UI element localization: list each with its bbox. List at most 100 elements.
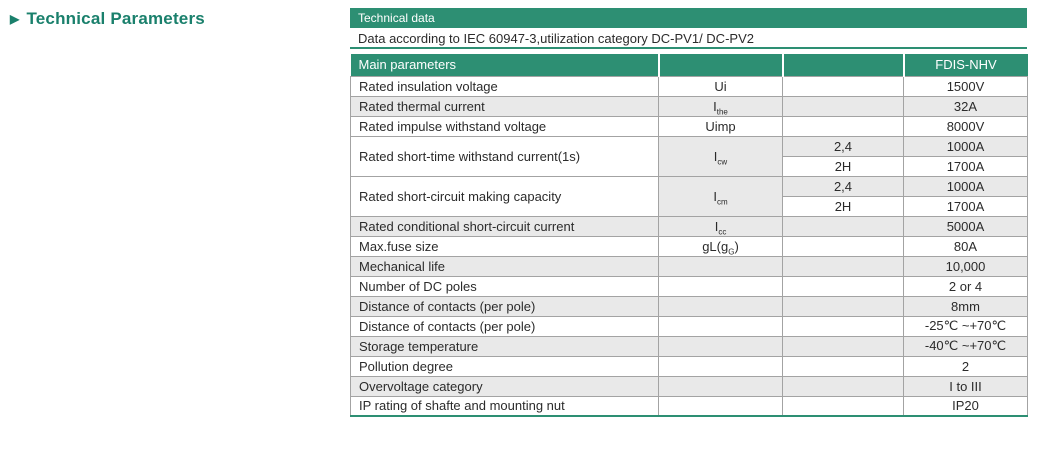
value-cell: 1700A xyxy=(903,195,1028,217)
param-cell: Overvoltage category xyxy=(350,375,659,397)
value-cell: IP20 xyxy=(903,395,1028,417)
value-cell: 1500V xyxy=(903,75,1028,97)
condition-cell xyxy=(782,395,904,417)
symbol-subscript: cw xyxy=(717,157,728,167)
condition-cell xyxy=(782,355,904,377)
symbol-cell: Ithe xyxy=(658,95,783,117)
condition-cell xyxy=(782,235,904,257)
condition-cell xyxy=(782,75,904,97)
condition-cell xyxy=(782,255,904,277)
table-row: Overvoltage category I to III xyxy=(350,375,1028,397)
value-cell: 1000A xyxy=(903,135,1028,157)
symbol-cell: Icc xyxy=(658,215,783,237)
value-cell: 2 xyxy=(903,355,1028,377)
table-row: Rated thermal current Ithe 32A xyxy=(350,95,1028,117)
table-row: Storage temperature -40℃ ~+70℃ xyxy=(350,335,1028,357)
table-row: Pollution degree 2 xyxy=(350,355,1028,377)
param-cell: Rated short-circuit making capacity xyxy=(350,175,659,217)
symbol-subscript: cc xyxy=(718,227,727,237)
param-cell: Pollution degree xyxy=(350,355,659,377)
value-cell: 80A xyxy=(903,235,1028,257)
value-cell: -40℃ ~+70℃ xyxy=(903,335,1028,357)
symbol-cell xyxy=(658,395,783,417)
symbol-cell xyxy=(658,295,783,317)
symbol-subscript: cm xyxy=(716,197,728,207)
condition-cell: 2,4 xyxy=(782,175,904,197)
param-cell: Distance of contacts (per pole) xyxy=(350,295,659,317)
table-row: 2H 1700A xyxy=(351,155,1028,177)
param-cell: Mechanical life xyxy=(350,255,659,277)
symbol-cell: Uimp xyxy=(658,115,783,137)
table-row: Mechanical life 10,000 xyxy=(350,255,1028,277)
symbol-cell xyxy=(658,355,783,377)
table-title-bar: Technical data xyxy=(350,8,1027,28)
symbol-text: Uimp xyxy=(705,118,736,134)
condition-cell xyxy=(782,275,904,297)
symbol-cell: Ui xyxy=(658,75,783,97)
header-main-parameters: Main parameters xyxy=(350,54,659,76)
value-cell: 2 or 4 xyxy=(903,275,1028,297)
table-header-row: Main parameters FDIS-NHV xyxy=(350,54,1028,76)
table-row: IP rating of shafte and mounting nut IP2… xyxy=(350,395,1028,417)
symbol-cell xyxy=(658,375,783,397)
symbol-cell: gL(gG) xyxy=(658,235,783,257)
header-symbol-col xyxy=(657,54,783,76)
symbol-text: I xyxy=(713,188,717,204)
parameters-table: Main parameters FDIS-NHV Rated insulatio… xyxy=(350,54,1028,417)
value-cell: 32A xyxy=(903,95,1028,117)
table-row: Number of DC poles 2 or 4 xyxy=(350,275,1028,297)
symbol-subscript: G xyxy=(728,247,735,257)
header-model-fdis-nhv: FDIS-NHV xyxy=(902,54,1028,76)
symbol-cell xyxy=(658,255,783,277)
param-cell: Rated insulation voltage xyxy=(350,75,659,97)
standard-subtitle: Data according to IEC 60947-3,utilizatio… xyxy=(350,28,1027,49)
value-cell: 8mm xyxy=(903,295,1028,317)
value-cell: 5000A xyxy=(903,215,1028,237)
header-condition-col xyxy=(781,54,904,76)
table-row: Rated short-time withstand current(1s) I… xyxy=(350,135,1028,177)
section-title: ▶ Technical Parameters xyxy=(10,9,205,29)
value-cell: 1000A xyxy=(903,175,1028,197)
param-cell: Rated short-time withstand current(1s) xyxy=(350,135,659,177)
triangle-bullet-icon: ▶ xyxy=(10,12,20,26)
condition-cell: 2H xyxy=(782,155,904,177)
symbol-cell: Icw xyxy=(658,135,783,177)
symbol-text: gL(g xyxy=(702,238,729,254)
param-cell: Distance of contacts (per pole) xyxy=(350,315,659,337)
table-row: Rated impulse withstand voltage Uimp 800… xyxy=(350,115,1028,137)
technical-data-panel: Technical data Data according to IEC 609… xyxy=(350,8,1028,417)
condition-cell xyxy=(782,115,904,137)
condition-cell: 2,4 xyxy=(782,135,904,157)
param-cell: Number of DC poles xyxy=(350,275,659,297)
condition-cell xyxy=(782,95,904,117)
value-cell: 1700A xyxy=(903,155,1028,177)
table-row: Distance of contacts (per pole) 8mm xyxy=(350,295,1028,317)
symbol-text: I xyxy=(713,148,718,164)
symbol-text: I xyxy=(713,98,717,114)
symbol-text: ) xyxy=(734,238,739,254)
symbol-cell: Icm xyxy=(658,175,783,217)
value-cell: -25℃ ~+70℃ xyxy=(903,315,1028,337)
condition-cell xyxy=(782,295,904,317)
table-row: Max.fuse size gL(gG) 80A xyxy=(350,235,1028,257)
value-cell: I to III xyxy=(903,375,1028,397)
symbol-text: I xyxy=(714,218,719,234)
param-cell: Rated conditional short-circuit current xyxy=(350,215,659,237)
table-row: Rated insulation voltage Ui 1500V xyxy=(350,75,1028,97)
table-row: Rated conditional short-circuit current … xyxy=(350,215,1028,237)
symbol-cell xyxy=(658,315,783,337)
section-title-text: Technical Parameters xyxy=(26,9,205,28)
param-cell: IP rating of shafte and mounting nut xyxy=(350,395,659,417)
symbol-subscript: the xyxy=(716,107,728,117)
param-cell: Storage temperature xyxy=(350,335,659,357)
param-cell: Rated impulse withstand voltage xyxy=(350,115,659,137)
symbol-cell xyxy=(658,275,783,297)
condition-cell: 2H xyxy=(782,195,904,217)
table-row: 2H 1700A xyxy=(351,195,1028,217)
condition-cell xyxy=(782,375,904,397)
table-row: Distance of contacts (per pole) -25℃ ~+7… xyxy=(350,315,1028,337)
value-cell: 8000V xyxy=(903,115,1028,137)
condition-cell xyxy=(782,335,904,357)
symbol-cell xyxy=(658,335,783,357)
symbol-text: Ui xyxy=(714,78,727,94)
